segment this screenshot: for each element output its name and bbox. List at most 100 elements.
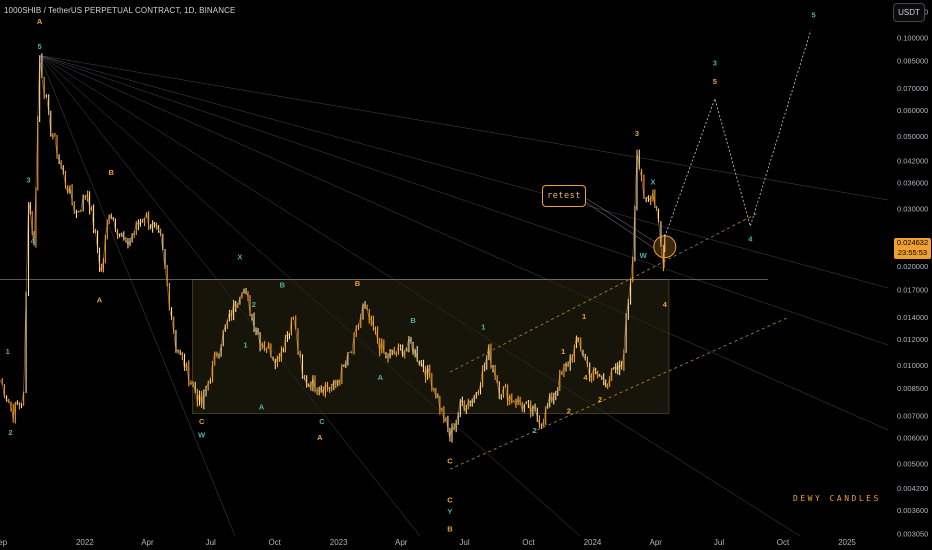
wave-label: B [410,316,416,325]
retest-target-circle [653,235,677,259]
projection-path [664,30,812,237]
wave-label: 4 [583,373,588,382]
y-tick-label: 0.007000 [897,412,928,421]
wave-label: A [378,373,384,382]
wave-label: A [317,433,323,442]
wave-label: 2 [598,395,602,404]
wave-label: 5 [713,77,717,86]
y-tick-label: 0.036000 [897,179,928,188]
y-tick-label: 0.050000 [897,132,928,141]
y-tick-label: 0.012000 [897,335,928,344]
x-tick-label: 2024 [584,538,602,547]
y-tick-label: 0.004200 [897,484,928,493]
y-tick-label: 0.070000 [897,84,928,93]
x-tick-label: Apr [395,538,408,547]
wave-label: 3 [26,176,30,185]
wave-label: A [37,17,43,26]
wave-label: 1 [243,340,247,349]
wave-label: B [109,168,115,177]
wave-label: X [237,252,242,261]
y-tick-label: 0.005000 [897,459,928,468]
wave-label: 1 [6,347,10,356]
y-tick-label: 0.006000 [897,433,928,442]
y-tick-label: 0.014000 [897,313,928,322]
author-watermark: DEWY CANDLES [793,494,881,503]
fan-line [39,55,889,346]
wave-label: A [97,295,103,304]
x-tick-label: Oct [777,538,790,547]
wave-label: 2 [8,428,12,437]
channel-upper-line [449,213,758,373]
price-series [0,53,666,443]
x-tick-label: 2022 [76,538,94,547]
y-tick-label: 0.003600 [897,506,928,515]
symbol-title: 1000SHIB / TetherUS PERPETUAL CONTRACT, … [4,6,236,15]
wave-label: A [259,403,265,412]
y-tick-label: 0.060000 [897,106,928,115]
x-tick-label: Apr [141,538,154,547]
zone-box [192,279,670,414]
fan-line [39,55,889,289]
wave-label: 2 [252,300,256,309]
y-tick-label: 0.042000 [897,157,928,166]
y-tick-label: 0.003050 [897,530,928,539]
x-tick-label: Oct [522,538,535,547]
wave-label: 2 [567,406,571,415]
wave-labels: A53412BACWX21BACABBACCYB121231423XW4354C… [6,10,816,533]
wave-label: 4 [748,234,753,243]
wave-label: 1 [481,323,485,332]
wave-label: Y [447,507,452,516]
wave-label: 2 [533,426,537,435]
wave-label: W [640,251,648,260]
x-tick-label: 2023 [330,538,348,547]
retest-callout: retest [542,185,586,207]
x-tick-label: Oct [268,538,281,547]
fan-line [39,55,889,201]
x-tick-label: Apr [650,538,663,547]
y-tick-label: 0.008500 [897,384,928,393]
wave-label: 3 [635,129,639,138]
x-tick-label: Jul [206,538,216,547]
wave-label: 3 [575,335,579,344]
wave-label: 3 [713,59,717,68]
x-tick-label: Jul [459,538,469,547]
wave-projection [583,30,812,259]
wave-label: B [447,524,453,533]
y-tick-label: 0.100000 [897,33,928,42]
fan-line [39,55,889,431]
y-tick-label: 0.085000 [897,56,928,65]
wave-label: B [355,279,361,288]
x-tick-label: Jul [714,538,724,547]
y-tick-label: 0.017000 [897,285,928,294]
wave-label: C [319,417,325,426]
wave-label: C [447,495,453,504]
wave-label: 1 [561,347,565,356]
x-tick-label: 2025 [838,538,856,547]
y-axis: 0.1200000.1000000.0850000.0700000.060000… [897,7,928,538]
last-price-tag: 0.024632 23:55:53 [894,238,931,259]
y-tick-label: 0.010000 [897,361,928,370]
wave-label: C [447,456,453,465]
y-tick-label: 0.020000 [897,262,928,271]
callout-pointer [583,196,655,242]
wave-label: 1 [582,312,586,321]
price-line [0,55,666,440]
callout-pointer [583,200,655,249]
wave-label: 4 [663,300,668,309]
consolidation-zone [0,279,768,414]
rising-channel [449,213,790,470]
bar-countdown: 23:55:53 [897,248,928,257]
wave-label: W [198,430,206,439]
wave-label: 4 [31,236,36,245]
currency-unit-button[interactable]: USDT [893,3,925,22]
last-price: 0.024632 [896,238,929,247]
wave-label: C [199,417,205,426]
wave-label: X [650,178,655,187]
wave-label: B [280,281,286,290]
channel-lower-line [449,316,790,470]
x-tick-label: Sep [0,538,8,547]
y-tick-label: 0.030000 [897,205,928,214]
fan-line [39,55,236,537]
